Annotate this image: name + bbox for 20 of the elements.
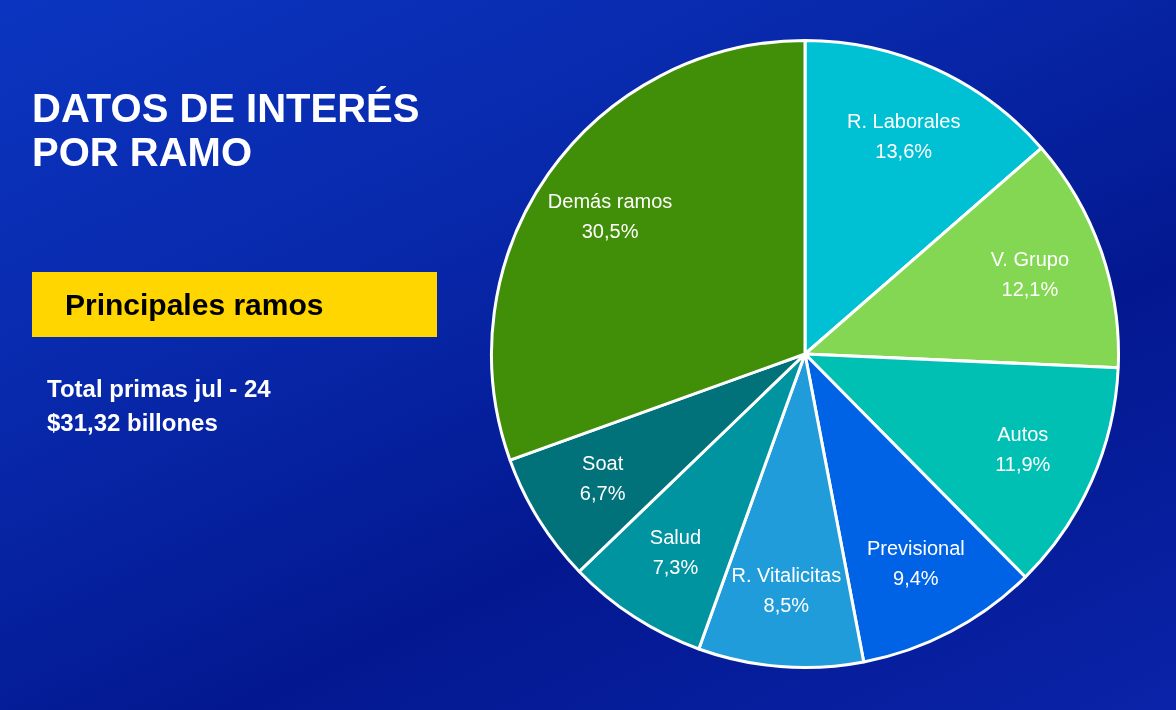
slice-label: Previsional — [866, 537, 965, 560]
slice-label: V. Grupo — [990, 247, 1070, 270]
text: Total primas jul - 24 — [47, 374, 271, 404]
slice-label: Soat — [582, 452, 624, 475]
data-label: 7,3% — [652, 556, 699, 579]
slice-label: R. Vitalicitas — [731, 564, 842, 587]
data-label: 30,5% — [581, 219, 639, 242]
text: Principales ramos — [65, 287, 324, 322]
data-label: 12,1% — [1001, 277, 1059, 300]
slice-label: Autos — [997, 423, 1049, 446]
data-label: 8,5% — [763, 594, 810, 617]
data-label: 6,7% — [579, 482, 626, 505]
data-label: 13,6% — [875, 139, 933, 162]
slice-label: R. Laborales — [847, 109, 961, 132]
data-label: 9,4% — [893, 567, 939, 590]
slice-label: Salud — [649, 526, 702, 549]
data-label: 11,9% — [995, 453, 1051, 476]
text: DATOS DE INTERÉS POR RAMO — [32, 86, 421, 174]
text: $31,32 billones — [47, 408, 219, 438]
slice-label: Demás ramos — [547, 189, 673, 212]
